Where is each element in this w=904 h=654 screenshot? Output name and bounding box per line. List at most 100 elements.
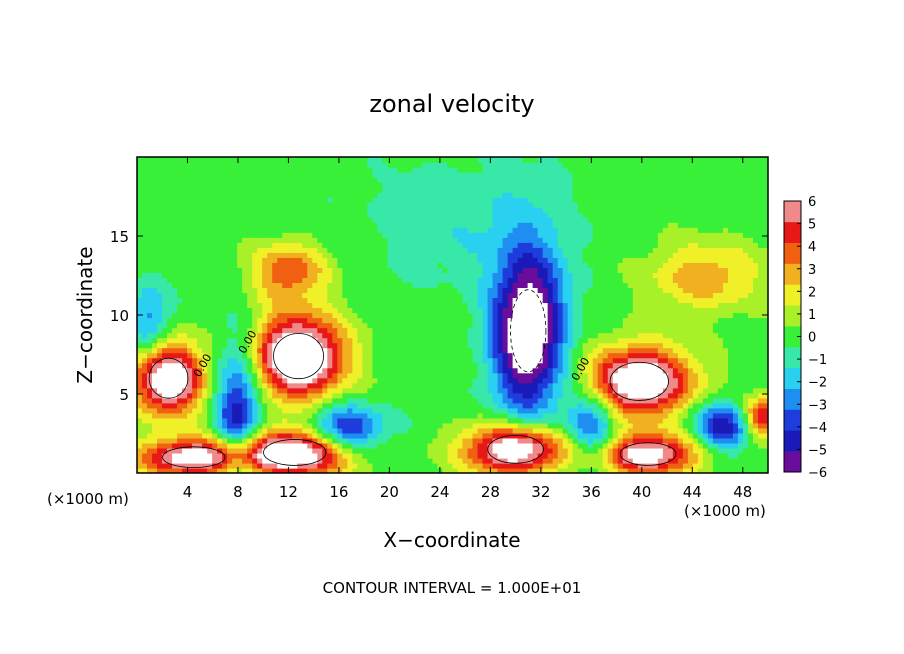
heatmap-cell xyxy=(737,447,744,454)
heatmap-cell xyxy=(177,417,183,424)
heatmap-cell xyxy=(292,397,298,404)
heatmap-cell xyxy=(347,442,353,449)
heatmap-cell xyxy=(432,397,439,404)
heatmap-cell xyxy=(582,337,589,344)
heatmap-cell xyxy=(347,357,353,364)
heatmap-cell xyxy=(667,322,674,329)
heatmap-cell xyxy=(422,387,429,394)
heatmap-cell xyxy=(732,287,739,294)
heatmap-cell xyxy=(292,282,298,289)
heatmap-cell xyxy=(347,452,353,459)
heatmap-cell xyxy=(207,397,213,404)
heatmap-cell xyxy=(522,282,529,289)
heatmap-cell xyxy=(757,417,764,424)
heatmap-cell xyxy=(712,392,719,399)
heatmap-cell xyxy=(527,447,534,454)
heatmap-cell xyxy=(297,367,303,374)
heatmap-cell xyxy=(442,417,449,424)
heatmap-cell xyxy=(477,272,484,278)
heatmap-cell xyxy=(437,427,444,434)
heatmap-cell xyxy=(467,312,474,319)
heatmap-cell xyxy=(407,432,414,439)
heatmap-cell xyxy=(592,362,599,369)
heatmap-cell xyxy=(562,317,569,324)
heatmap-cell xyxy=(517,362,524,369)
chart-title: zonal velocity xyxy=(369,90,534,118)
heatmap-cell xyxy=(182,302,188,309)
heatmap-cell xyxy=(622,397,629,404)
heatmap-cell xyxy=(422,302,429,309)
heatmap-cell xyxy=(432,367,439,374)
heatmap-cell xyxy=(577,357,584,364)
heatmap-cell xyxy=(607,277,614,283)
heatmap-cell xyxy=(517,282,524,289)
heatmap-cell xyxy=(367,397,373,404)
heatmap-cell xyxy=(627,367,634,374)
heatmap-cell xyxy=(572,442,579,449)
heatmap-cell xyxy=(642,352,649,359)
heatmap-cell xyxy=(227,307,233,314)
heatmap-cell xyxy=(162,317,168,324)
heatmap-cell xyxy=(702,442,709,449)
heatmap-cell xyxy=(572,367,579,374)
heatmap-cell xyxy=(722,392,729,399)
heatmap-cell xyxy=(537,432,544,439)
heatmap-cell xyxy=(292,367,298,374)
heatmap-cell xyxy=(487,292,494,299)
heatmap-cell xyxy=(342,357,348,364)
heatmap-cell xyxy=(297,332,303,339)
heatmap-cell xyxy=(217,322,223,329)
heatmap-cell xyxy=(687,427,694,434)
heatmap-cell xyxy=(327,287,333,294)
heatmap-cell xyxy=(492,292,499,299)
heatmap-cell xyxy=(397,342,404,349)
heatmap-cell xyxy=(632,447,639,454)
heatmap-cell xyxy=(537,462,544,469)
heatmap-cell xyxy=(242,387,248,394)
heatmap-cell xyxy=(557,342,564,349)
heatmap-cell xyxy=(347,412,353,419)
heatmap-cell xyxy=(397,312,404,319)
heatmap-cell xyxy=(157,387,163,394)
heatmap-cell xyxy=(617,307,624,314)
heatmap-cell xyxy=(147,352,153,359)
heatmap-cell xyxy=(312,362,318,369)
heatmap-cell xyxy=(647,397,654,404)
heatmap-cell xyxy=(137,372,143,379)
heatmap-cell xyxy=(162,437,168,444)
heatmap-cell xyxy=(522,417,529,424)
heatmap-cell xyxy=(537,397,544,404)
heatmap-cell xyxy=(247,302,253,309)
heatmap-cell xyxy=(757,427,764,434)
heatmap-cell xyxy=(552,452,559,459)
heatmap-cell xyxy=(217,412,223,419)
heatmap-cell xyxy=(632,382,639,389)
heatmap-cell xyxy=(332,352,338,359)
heatmap-cell xyxy=(482,397,489,404)
heatmap-cell xyxy=(512,332,519,339)
heatmap-cell xyxy=(242,337,248,344)
heatmap-cell xyxy=(267,342,273,349)
heatmap-cell xyxy=(287,447,293,454)
heatmap-cell xyxy=(227,447,233,454)
heatmap-cell xyxy=(167,272,173,278)
heatmap-cell xyxy=(177,412,183,419)
heatmap-cell xyxy=(197,282,203,289)
heatmap-cell xyxy=(637,407,644,414)
heatmap-cell xyxy=(387,312,394,319)
heatmap-cell xyxy=(332,277,338,283)
heatmap-cell xyxy=(697,357,704,364)
heatmap-cell xyxy=(387,352,394,359)
heatmap-cell xyxy=(337,377,343,384)
heatmap-cell xyxy=(347,322,353,329)
heatmap-cell xyxy=(332,367,338,374)
heatmap-cell xyxy=(507,277,514,283)
heatmap-cell xyxy=(542,332,549,339)
heatmap-cell xyxy=(477,287,484,294)
heatmap-cell xyxy=(307,462,313,469)
heatmap-cell xyxy=(627,462,634,469)
heatmap-cell xyxy=(592,277,599,283)
heatmap-cell xyxy=(637,297,644,304)
heatmap-cell xyxy=(327,367,333,374)
heatmap-cell xyxy=(667,342,674,349)
